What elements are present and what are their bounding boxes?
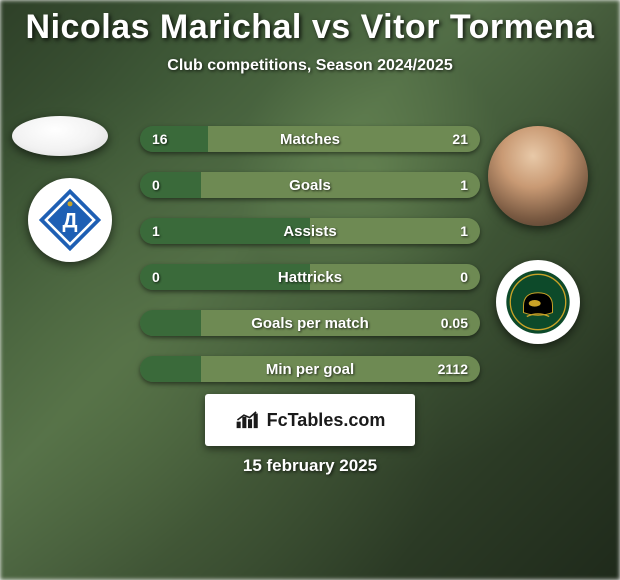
bar-right-fill	[208, 126, 480, 152]
stat-row: Goals per match0.05	[140, 310, 480, 336]
dynamo-crest-icon: Д	[39, 189, 101, 251]
watermark: FcTables.com	[205, 394, 415, 446]
stat-row: Assists11	[140, 218, 480, 244]
bar-left-fill	[140, 172, 201, 198]
bar-track	[140, 126, 480, 152]
bar-track	[140, 218, 480, 244]
bar-right-fill	[201, 310, 480, 336]
bar-right-fill	[310, 264, 480, 290]
bar-left-fill	[140, 264, 310, 290]
subtitle: Club competitions, Season 2024/2025	[0, 57, 620, 75]
stat-row: Min per goal2112	[140, 356, 480, 382]
bar-track	[140, 264, 480, 290]
stats-bars: Matches1621 Goals01 Assists11 Hattricks00 Go…	[140, 126, 480, 402]
player-right-avatar	[488, 126, 588, 226]
player-left-avatar	[12, 116, 108, 156]
stat-row: Goals01	[140, 172, 480, 198]
bar-right-fill	[310, 218, 480, 244]
bar-left-fill	[140, 126, 208, 152]
stat-row: Matches1621	[140, 126, 480, 152]
infographic-content: Nicolas Marichal vs Vitor Tormena Club c…	[0, 0, 620, 580]
page-title: Nicolas Marichal vs Vitor Tormena	[0, 8, 620, 47]
date-label: 15 february 2025	[0, 456, 620, 476]
bar-right-fill	[201, 172, 480, 198]
club-crest-right	[496, 260, 580, 344]
bar-track	[140, 310, 480, 336]
stat-row: Hattricks00	[140, 264, 480, 290]
bar-left-fill	[140, 356, 201, 382]
club-crest-left: Д	[28, 178, 112, 262]
bar-track	[140, 356, 480, 382]
svg-text:Д: Д	[62, 209, 77, 232]
bar-track	[140, 172, 480, 198]
chart-bars-icon	[235, 409, 261, 431]
watermark-text: FcTables.com	[267, 410, 386, 431]
bar-left-fill	[140, 310, 201, 336]
krasnodar-crest-icon	[505, 269, 571, 335]
bar-left-fill	[140, 218, 310, 244]
bar-right-fill	[201, 356, 480, 382]
